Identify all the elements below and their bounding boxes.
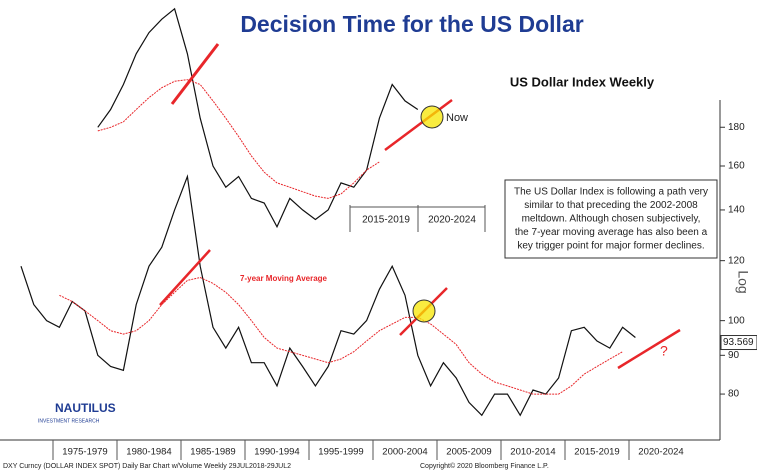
price-line: [20, 174, 636, 417]
price-line: [97, 7, 419, 229]
upper-period-label: 2020-2024: [428, 215, 476, 226]
chart-title: Decision Time for the US Dollar: [240, 11, 583, 37]
y-tick-label: 100: [728, 315, 745, 326]
last-value-box: [720, 335, 757, 351]
moving-average-line: [97, 79, 380, 199]
y-tick-label: 120: [728, 255, 745, 266]
x-tick-label: 1995-1999: [318, 447, 363, 458]
footer-left: DXY Curncy (DOLLAR INDEX SPOT) Daily Bar…: [3, 463, 291, 470]
note-line: similar to that preceding the 2002-2008: [524, 200, 698, 211]
upper-period-label: 2015-2019: [362, 215, 410, 226]
x-tick-label: 2010-2014: [510, 447, 555, 458]
x-tick-label: 2000-2004: [382, 447, 427, 458]
trend-line: [617, 328, 681, 370]
now-circle: [420, 105, 444, 129]
plot: [20, 7, 636, 417]
y-axis-label: Log: [735, 270, 751, 293]
x-tick-label: 1985-1989: [190, 447, 235, 458]
question-mark: ?: [660, 343, 668, 359]
chart-subtitle: US Dollar Index Weekly: [510, 74, 655, 89]
x-tick-label: 2020-2024: [638, 447, 683, 458]
x-tick-label: 1990-1994: [254, 447, 299, 458]
moving-average-line: [59, 276, 623, 395]
last-value-label: 93.569: [723, 337, 754, 348]
note-box: [504, 179, 718, 259]
y-tick-label: 80: [728, 389, 740, 400]
trend-line: [159, 249, 211, 306]
x-tick-label: 1980-1984: [126, 447, 171, 458]
y-tick-label: 160: [728, 161, 745, 172]
note-line: the 7-year moving average has also been …: [515, 227, 708, 238]
note-line: The US Dollar Index is following a path …: [514, 187, 708, 198]
logo: NAUTILUS: [55, 401, 116, 415]
note: The US Dollar Index is following a path …: [514, 187, 708, 252]
note-line: meltdown. Although chosen subjectively,: [522, 214, 701, 225]
y-tick-label: 180: [728, 122, 745, 133]
circle: [412, 299, 436, 323]
x-tick-label: 2015-2019: [574, 447, 619, 458]
x-tick-label: 2005-2009: [446, 447, 491, 458]
now-label: Now: [446, 112, 468, 124]
x-tick-label: 1975-1979: [62, 447, 107, 458]
trend-line: [170, 43, 220, 105]
y-tick-label: 140: [728, 205, 745, 216]
ma-label: 7-year Moving Average: [240, 274, 328, 283]
footer-right: Copyright© 2020 Bloomberg Finance L.P.: [420, 462, 549, 470]
note-line: key trigger point for major former decli…: [517, 241, 704, 252]
trend-line: [384, 98, 453, 152]
logo-sub: INVESTMENT RESEARCH: [38, 418, 100, 424]
y-tick-label: 90: [728, 350, 740, 361]
